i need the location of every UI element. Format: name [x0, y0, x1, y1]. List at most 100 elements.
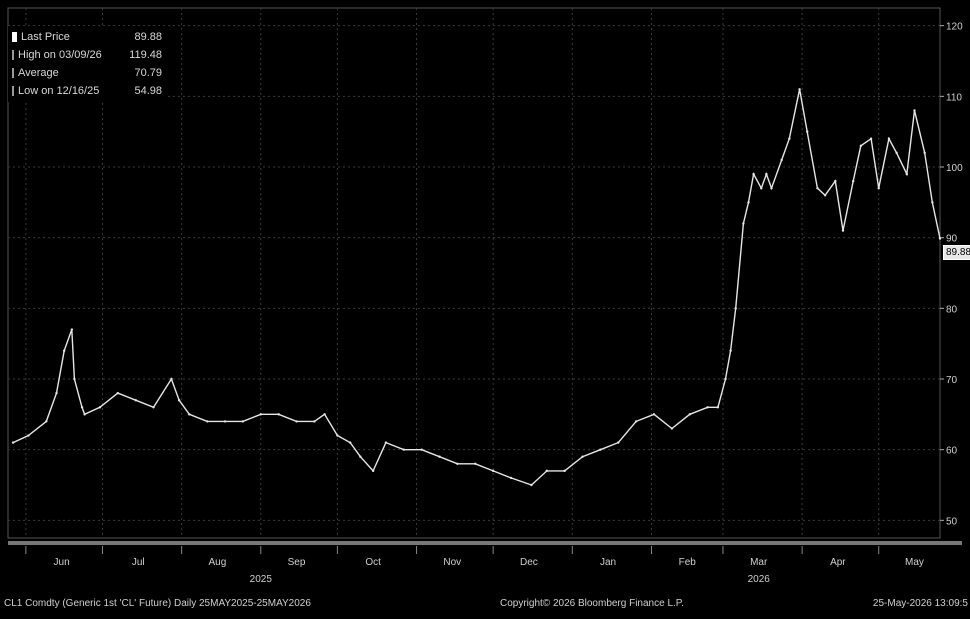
legend-label: High on 03/09/26 — [18, 49, 102, 61]
data-point — [938, 237, 942, 240]
x-tick-label: Jun — [54, 557, 70, 568]
legend-value: 119.48 — [129, 49, 162, 61]
data-point — [116, 391, 119, 395]
legend-label: Low on 12/16/25 — [18, 85, 100, 97]
data-point — [11, 441, 15, 444]
data-point — [474, 462, 477, 465]
data-point — [259, 413, 262, 416]
data-point — [752, 172, 755, 176]
data-point — [834, 179, 837, 183]
data-point — [438, 455, 441, 458]
footer-security-description: CL1 Comdty (Generic 1st 'CL' Future) Dai… — [4, 598, 311, 609]
data-point — [134, 399, 137, 402]
data-point — [530, 483, 533, 487]
data-point — [823, 194, 827, 197]
x-tick-label: Dec — [520, 557, 538, 568]
data-point — [348, 441, 352, 444]
data-point — [895, 151, 898, 155]
data-point — [223, 420, 227, 423]
data-point — [563, 469, 566, 473]
high-marker-icon — [12, 50, 14, 60]
x-year-label: 2025 — [250, 574, 273, 585]
data-point — [45, 420, 48, 423]
legend-last-price: Last Price 89.88 — [12, 28, 162, 46]
data-point — [83, 413, 86, 416]
y-tick-label: 80 — [946, 304, 958, 315]
data-point — [869, 137, 873, 140]
data-point — [420, 448, 423, 451]
x-tick-label: Nov — [443, 557, 461, 568]
data-point — [509, 476, 513, 480]
legend: Last Price 89.88 High on 03/09/26 119.48… — [8, 26, 166, 102]
data-point — [788, 137, 791, 140]
last-price-tag: 89.88 — [943, 245, 970, 260]
legend-low: Low on 12/16/25 54.98 — [12, 82, 162, 100]
plot-area — [7, 7, 941, 539]
y-tick-label: 50 — [946, 516, 958, 527]
data-point — [887, 137, 891, 140]
x-tick-label: Mar — [750, 557, 768, 568]
low-marker-icon — [12, 86, 14, 96]
y-tick-label: 70 — [946, 375, 958, 386]
data-point — [599, 448, 602, 451]
data-point — [371, 469, 375, 473]
data-point — [205, 420, 209, 423]
data-point — [617, 441, 620, 444]
data-point — [545, 469, 548, 473]
data-point — [152, 406, 155, 409]
data-point — [760, 187, 763, 190]
y-tick-label: 120 — [946, 22, 963, 33]
x-tick-label: Sep — [288, 557, 306, 568]
data-point — [851, 179, 855, 183]
data-point — [931, 201, 934, 204]
data-point — [634, 420, 638, 423]
data-point — [277, 413, 280, 416]
data-point — [241, 420, 245, 423]
x-tick-label: Aug — [208, 557, 226, 568]
data-point — [188, 413, 191, 416]
data-point — [359, 455, 362, 458]
data-point — [877, 187, 880, 190]
data-point — [336, 434, 339, 437]
data-point — [323, 413, 326, 416]
x-tick-label: May — [905, 557, 924, 568]
data-point — [841, 229, 845, 232]
data-point — [456, 462, 459, 465]
data-point — [770, 187, 773, 190]
x-tick-label: Feb — [679, 557, 697, 568]
data-point — [729, 349, 732, 352]
data-point — [765, 172, 768, 176]
data-point — [402, 448, 405, 451]
x-year-label: 2026 — [748, 574, 771, 585]
x-tick-label: Oct — [365, 557, 381, 568]
footer-timestamp: 25-May-2026 13:09:5 — [872, 598, 968, 609]
legend-label: Last Price — [21, 31, 70, 43]
y-tick-label: 110 — [946, 92, 962, 103]
data-point — [859, 144, 863, 147]
legend-average: Average 70.79 — [12, 64, 162, 82]
data-point — [670, 427, 674, 430]
data-point — [688, 413, 691, 416]
data-point — [923, 151, 926, 155]
footer-copyright: Copyright© 2026 Bloomberg Finance L.P. — [500, 598, 684, 609]
data-point — [55, 391, 58, 395]
data-point — [73, 377, 76, 381]
data-point — [734, 307, 737, 310]
price-series-line — [12, 89, 941, 486]
x-tick-label: Jan — [600, 557, 616, 568]
data-point — [62, 349, 66, 352]
y-tick-label: 90 — [946, 234, 958, 245]
data-point — [913, 109, 916, 112]
x-tick-label: Apr — [830, 557, 846, 568]
data-point — [295, 420, 298, 423]
data-point — [80, 406, 84, 409]
data-point — [806, 130, 809, 133]
data-point — [70, 328, 74, 331]
data-point — [716, 406, 720, 409]
data-point — [747, 201, 750, 204]
data-point — [98, 406, 102, 409]
time-scroll-bar — [8, 541, 962, 545]
average-marker-icon — [12, 68, 14, 78]
data-point — [798, 88, 801, 91]
legend-label: Average — [18, 67, 59, 79]
